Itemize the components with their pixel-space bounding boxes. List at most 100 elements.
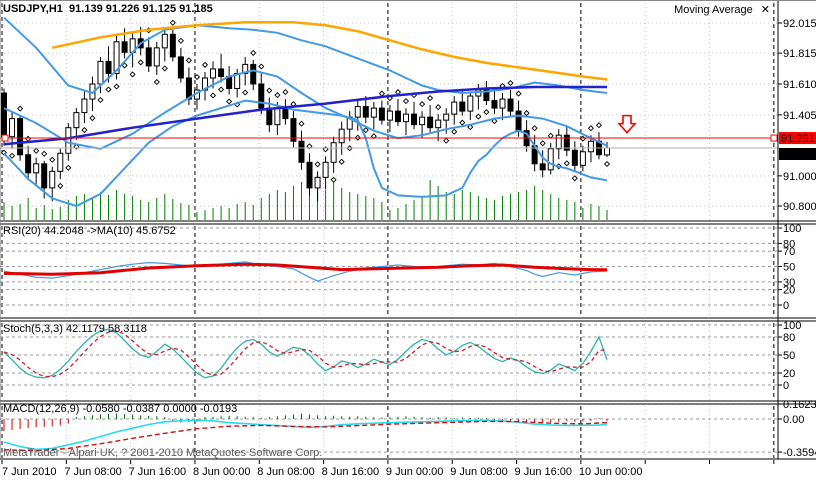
stoch-d-line	[3, 330, 608, 378]
sar-dot	[338, 158, 345, 165]
sar-dot	[258, 63, 265, 70]
candle-body	[81, 98, 88, 114]
candle-body	[145, 47, 152, 67]
candle-body	[587, 140, 594, 153]
sar-dot	[209, 92, 217, 99]
sar-dot	[571, 175, 578, 182]
candle-body	[539, 163, 546, 171]
candle-body	[378, 107, 385, 121]
macd-axis-label: -0.3594	[783, 447, 816, 459]
sar-dot	[282, 89, 289, 96]
hline-price-tag-bg	[779, 132, 816, 145]
candle-body	[547, 148, 554, 171]
down-arrow-object[interactable]	[617, 114, 637, 134]
candle-body	[97, 60, 104, 85]
candle-body	[330, 142, 337, 163]
candle-body	[1, 92, 7, 138]
candle-body	[73, 112, 80, 129]
sar-dot	[161, 65, 168, 72]
time-axis-label: 10 Jun 00:00	[579, 466, 643, 478]
candle-body	[419, 116, 426, 126]
time-axis-label: 9 Jun 16:00	[515, 466, 573, 478]
rsi-ma-line	[3, 262, 608, 276]
stoch-indicator-label: Stoch(5,3,3) 42.1179 58.3118	[3, 323, 147, 335]
sar-dot	[402, 98, 410, 105]
time-axis-label: 9 Jun 00:00	[386, 466, 444, 478]
close-icon[interactable]: ✕	[760, 4, 770, 16]
candle-body	[483, 89, 490, 102]
candle-body	[177, 56, 184, 79]
rsi-axis-label: 50	[783, 262, 795, 274]
candle-body	[604, 147, 610, 156]
hline-handle[interactable]	[1, 134, 9, 142]
candle-body	[370, 107, 377, 118]
candle-body	[338, 128, 345, 144]
price-axis-label: 91.405	[783, 110, 816, 122]
sar-dot	[378, 90, 385, 97]
sar-dot	[539, 140, 546, 147]
sar-dot	[587, 125, 594, 132]
sar-dot	[595, 122, 603, 129]
sar-dot	[177, 37, 184, 44]
candle-body	[250, 63, 257, 85]
candle-body	[403, 113, 409, 123]
candle-body	[491, 100, 498, 109]
sar-dot	[65, 164, 72, 171]
sar-dot	[362, 127, 369, 134]
rsi-axis-label: 70	[783, 246, 795, 258]
slow-moving-average-line	[51, 20, 608, 81]
sar-dot	[579, 135, 586, 142]
candle-body	[105, 60, 112, 74]
candle-body	[435, 119, 442, 129]
candle-body	[258, 83, 265, 109]
candle-body	[121, 41, 128, 53]
time-axis-label: 8 Jun 16:00	[322, 466, 380, 478]
hline-price-tag: 91.251	[781, 133, 815, 145]
ohlc-values: 91.139 91.226 91.125 91.185	[69, 3, 213, 15]
sar-dot	[314, 161, 321, 168]
macd-axis-label: 0.00	[783, 414, 804, 426]
sar-dot	[451, 128, 458, 135]
sar-dot	[274, 92, 281, 99]
current-price-tag-bg	[779, 147, 816, 160]
sar-dot	[475, 113, 482, 120]
sar-dot	[153, 78, 160, 86]
sar-dot	[129, 71, 136, 78]
macd-indicator-label: MACD(12,26,9) -0.0580 -0.0387 0.0000 -0.…	[3, 403, 238, 415]
candle-body	[41, 163, 48, 189]
sar-dot	[483, 109, 490, 116]
sar-dot	[330, 176, 337, 183]
candle-body	[427, 116, 434, 129]
sar-dot	[41, 150, 48, 157]
candle-body	[161, 33, 168, 49]
candle-body	[218, 68, 225, 77]
candle-body	[386, 110, 393, 121]
candle-body	[499, 98, 506, 109]
candle-body	[322, 161, 329, 178]
candle-body	[451, 101, 458, 115]
time-axis-area[interactable]	[0, 460, 816, 480]
hline-handle[interactable]	[770, 134, 778, 142]
bollinger-lower-band	[3, 99, 608, 208]
price-axis-area[interactable]	[779, 1, 816, 459]
sar-dot	[49, 156, 56, 163]
candle-body	[507, 98, 514, 112]
sar-dot	[105, 86, 112, 93]
candle-body	[306, 161, 313, 189]
time-axis-label: 7 Jun 16:00	[129, 466, 187, 478]
sar-dot	[113, 83, 120, 90]
stoch-axis-label: 0	[783, 380, 789, 392]
sar-dot	[603, 160, 611, 168]
candle-body	[362, 106, 369, 118]
candle-body	[394, 110, 401, 123]
sar-dot	[226, 98, 233, 105]
stoch-axis-label: 100	[783, 320, 801, 332]
sar-dot	[137, 59, 144, 66]
sar-dot	[242, 89, 249, 96]
rsi-line	[3, 261, 608, 282]
sar-dot	[507, 79, 514, 87]
candle-body	[113, 41, 120, 74]
candle-body	[153, 47, 160, 67]
